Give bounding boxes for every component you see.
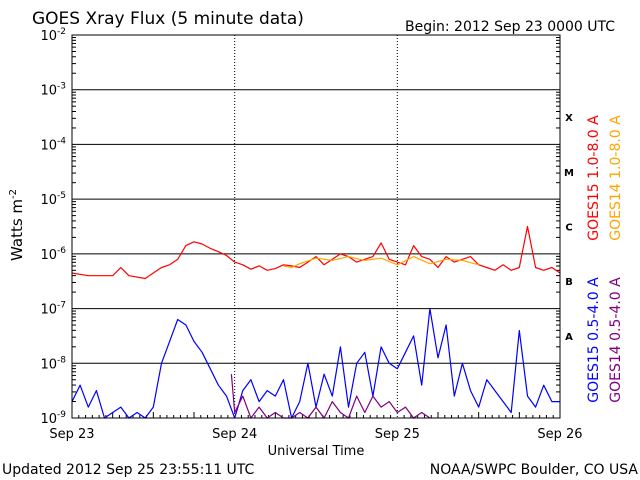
series-layer (71, 225, 561, 419)
y-tick-label: 10-3 (40, 82, 66, 99)
x-axis-label: Universal Time (268, 444, 365, 459)
flare-class-label: C (565, 223, 572, 234)
series-line (71, 225, 561, 280)
y-tick-label: 10-2 (40, 27, 66, 44)
series-line (230, 374, 431, 419)
y-tick-label: 10-5 (40, 191, 66, 208)
footer-updated: Updated 2012 Sep 25 23:55:11 UTC (2, 462, 255, 478)
y-tick-label: 10-9 (40, 410, 66, 427)
flare-class-label: A (565, 332, 573, 343)
y-tick-label: 10-8 (40, 355, 66, 372)
x-tick-label: Sep 25 (375, 427, 420, 442)
legend: GOES15 1.0-8.0 A GOES14 1.0-8.0 A GOES15 0… (586, 115, 624, 403)
x-tick-label: Sep 23 (49, 427, 94, 442)
chart-title: GOES Xray Flux (5 minute data) (32, 9, 304, 29)
plot-grid (72, 34, 560, 419)
flare-class-label: X (565, 113, 573, 124)
plot-frame (71, 34, 561, 419)
begin-label: Begin: 2012 Sep 23 0000 UTC (405, 19, 615, 35)
legend-entry: GOES15 1.0-8.0 A (586, 115, 602, 241)
y-tick-label: 10-7 (40, 301, 66, 318)
legend-entry: GOES15 0.5-4.0 A (586, 277, 602, 403)
legend-entry: GOES14 1.0-8.0 A (608, 115, 624, 241)
svg-text:Watts m-2: Watts m-2 (8, 189, 26, 261)
y-axis-label: Watts m-2 (8, 189, 26, 261)
flare-class-label: M (564, 168, 574, 179)
x-tick-labels: Sep 23 Sep 24 Sep 25 Sep 26 (49, 427, 582, 442)
series-line (283, 256, 479, 269)
flare-class-labels: X M C B A (564, 113, 574, 343)
x-tick-label: Sep 24 (212, 427, 257, 442)
flare-class-label: B (565, 277, 573, 288)
y-tick-label: 10-4 (40, 136, 66, 153)
y-axis-label-exponent: -2 (8, 189, 19, 199)
footer-credit: NOAA/SWPC Boulder, CO USA (430, 462, 639, 478)
y-tick-label: 10-6 (40, 246, 66, 263)
x-tick-label: Sep 26 (537, 427, 582, 442)
legend-entry: GOES14 0.5-4.0 A (608, 277, 624, 403)
y-axis-label-text: Watts m (8, 199, 26, 261)
y-tick-labels: 10-9 10-8 10-7 10-6 10-5 10-4 10-3 10-2 (40, 27, 66, 427)
